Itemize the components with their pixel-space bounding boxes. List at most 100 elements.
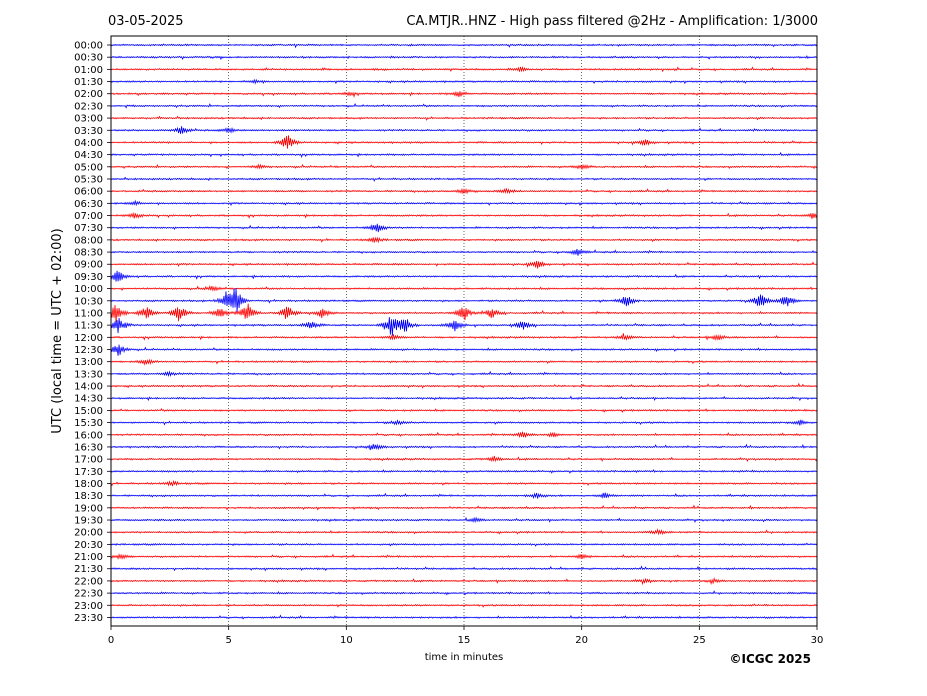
trace-line [110,176,818,182]
trace-line [110,284,818,292]
chart-date: 03-05-2025 [108,14,184,29]
trace-line [110,211,818,219]
trace-line [110,151,818,158]
trace-line [110,223,818,233]
y-tick-label: 02:00 [74,89,103,100]
y-tick-label: 06:30 [74,199,103,210]
trace-line [110,199,818,207]
y-tick-label: 01:30 [74,77,103,88]
y-tick-label: 04:30 [74,150,103,161]
copyright-text: ©ICGC 2025 [729,652,811,666]
y-tick-label: 23:00 [74,601,103,612]
trace-line [110,102,818,109]
trace-line [110,317,818,336]
trace-line [110,126,818,134]
y-tick-label: 07:30 [74,223,103,234]
trace-line [110,288,818,312]
y-tick-label: 17:00 [74,455,103,466]
y-tick-label: 20:30 [74,540,103,551]
y-tick-label: 01:00 [74,65,103,76]
y-tick-label: 00:00 [74,41,103,52]
y-axis-label: UTC (local time = UTC + 02:00) [50,228,65,433]
trace-line [110,370,818,377]
y-tick-label: 22:00 [74,576,103,587]
y-tick-label: 00:30 [74,53,103,64]
trace-line [110,577,818,586]
y-tick-label: 16:00 [74,430,103,441]
trace-line [110,78,818,85]
trace-line [110,565,818,572]
y-tick-label: 05:30 [74,174,103,185]
trace-line [110,333,818,342]
trace-line [110,90,818,99]
trace-line [110,408,818,413]
chart-title: CA.MTJR..HNZ - High pass filtered @2Hz -… [406,14,818,29]
trace-line [110,236,818,244]
y-tick-label: 04:00 [74,138,103,149]
y-tick-label: 11:00 [74,308,103,319]
y-tick-label: 18:30 [74,491,103,502]
y-tick-label: 12:00 [74,333,103,344]
y-tick-label: 03:30 [74,126,103,137]
trace-line [110,614,818,620]
y-tick-label: 15:30 [74,418,103,429]
y-tick-label: 10:30 [74,296,103,307]
trace-line [110,248,818,256]
trace-line [110,528,818,536]
trace-line [110,492,818,500]
y-tick-label: 03:00 [74,114,103,125]
y-tick-label: 17:30 [74,467,103,478]
y-tick-label: 20:00 [74,528,103,539]
trace-line [110,135,818,149]
x-tick-label: 10 [340,635,353,646]
x-axis-ticks: 0 5 10 15 20 25 30 [108,626,824,646]
y-tick-label: 08:00 [74,235,103,246]
y-tick-label: 18:00 [74,479,103,490]
y-tick-label: 19:30 [74,516,103,527]
x-tick-label: 5 [225,635,231,646]
x-tick-label: 0 [108,635,114,646]
y-tick-label: 10:00 [74,284,103,295]
trace-line [110,431,818,439]
y-tick-label: 12:30 [74,345,103,356]
trace-line [110,590,818,596]
x-tick-label: 25 [693,635,706,646]
y-tick-label: 13:00 [74,357,103,368]
y-tick-label: 22:30 [74,589,103,600]
trace-line [110,419,818,426]
y-tick-label: 23:30 [74,613,103,624]
x-axis-label: time in minutes [425,652,504,663]
trace-line [110,65,818,73]
y-tick-label: 05:00 [74,162,103,173]
y-tick-label: 21:30 [74,564,103,575]
trace-line [110,358,818,366]
trace-line [110,187,818,195]
trace-line [110,163,818,171]
trace-line [110,382,818,389]
y-tick-label: 11:30 [74,321,103,332]
trace-line [110,455,818,463]
trace-line [110,260,818,269]
y-tick-label: 21:00 [74,552,103,563]
trace-line [110,553,818,560]
x-tick-label: 30 [811,635,824,646]
trace-line [110,516,818,524]
plot-frame [110,35,818,627]
y-tick-label: 09:00 [74,260,103,271]
y-tick-label: 19:00 [74,503,103,514]
y-tick-label: 02:30 [74,101,103,112]
x-tick-label: 20 [575,635,588,646]
y-tick-label: 13:30 [74,369,103,380]
y-tick-label: 16:30 [74,442,103,453]
trace-line [110,542,818,547]
y-tick-label: 08:30 [74,248,103,259]
trace-line [110,43,818,49]
trace-line [110,479,818,487]
x-tick-label: 15 [458,635,471,646]
trace-line [110,603,818,608]
trace-line [110,504,818,511]
trace-line [110,395,818,402]
trace-line [110,55,818,61]
